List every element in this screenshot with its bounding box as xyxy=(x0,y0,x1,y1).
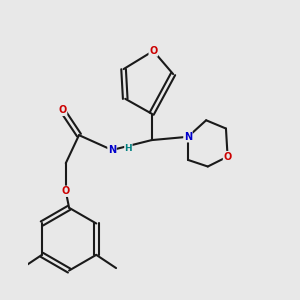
Text: O: O xyxy=(224,152,232,162)
Text: H: H xyxy=(124,144,132,153)
Text: N: N xyxy=(184,132,192,142)
Text: O: O xyxy=(149,46,158,56)
Text: O: O xyxy=(62,186,70,196)
Text: N: N xyxy=(108,145,116,155)
Text: O: O xyxy=(58,105,67,116)
